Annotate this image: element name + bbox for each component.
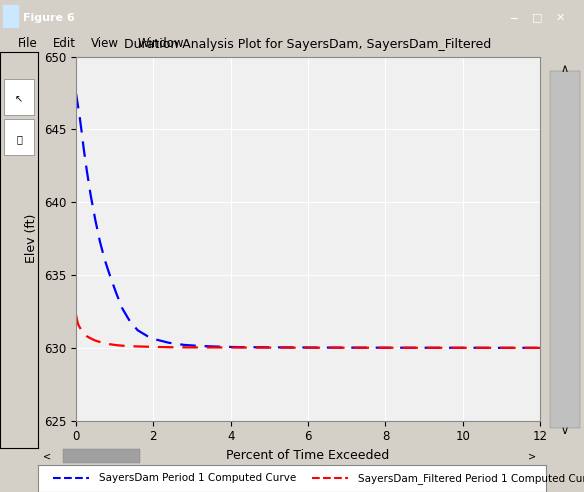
Text: >: >: [528, 451, 536, 461]
Bar: [550, 71, 580, 428]
Text: ↖: ↖: [15, 94, 23, 104]
Text: ✕: ✕: [556, 13, 565, 23]
Bar: [63, 450, 140, 463]
Title: Duration Analysis Plot for SayersDam, SayersDam_Filtered: Duration Analysis Plot for SayersDam, Sa…: [124, 38, 492, 51]
Text: ∧: ∧: [561, 63, 569, 73]
Bar: [4, 79, 34, 115]
Bar: [3, 5, 18, 27]
Text: SayersDam Period 1 Computed Curve: SayersDam Period 1 Computed Curve: [99, 473, 296, 484]
Text: SayersDam_Filtered Period 1 Computed Curve: SayersDam_Filtered Period 1 Computed Cur…: [358, 473, 584, 484]
Text: View: View: [91, 37, 119, 50]
Text: 🔍: 🔍: [16, 134, 22, 144]
Text: Window: Window: [137, 37, 184, 50]
Bar: [4, 119, 34, 154]
Text: ─: ─: [510, 13, 517, 23]
X-axis label: Percent of Time Exceeded: Percent of Time Exceeded: [227, 449, 390, 462]
Text: □: □: [532, 13, 543, 23]
Text: File: File: [18, 37, 37, 50]
Text: Edit: Edit: [53, 37, 75, 50]
Text: <: <: [43, 451, 51, 461]
Text: ∨: ∨: [561, 426, 569, 436]
Y-axis label: Elev (ft): Elev (ft): [25, 214, 39, 263]
Text: Figure 6: Figure 6: [23, 13, 75, 23]
